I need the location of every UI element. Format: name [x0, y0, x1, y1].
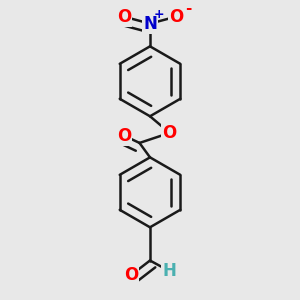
Text: O: O: [117, 127, 131, 145]
Text: H: H: [162, 262, 176, 280]
Text: O: O: [117, 8, 131, 26]
Text: O: O: [169, 8, 183, 26]
Text: -: -: [185, 1, 192, 16]
Text: +: +: [153, 8, 164, 21]
Text: N: N: [143, 15, 157, 33]
Text: O: O: [124, 266, 138, 284]
Text: O: O: [163, 124, 177, 142]
